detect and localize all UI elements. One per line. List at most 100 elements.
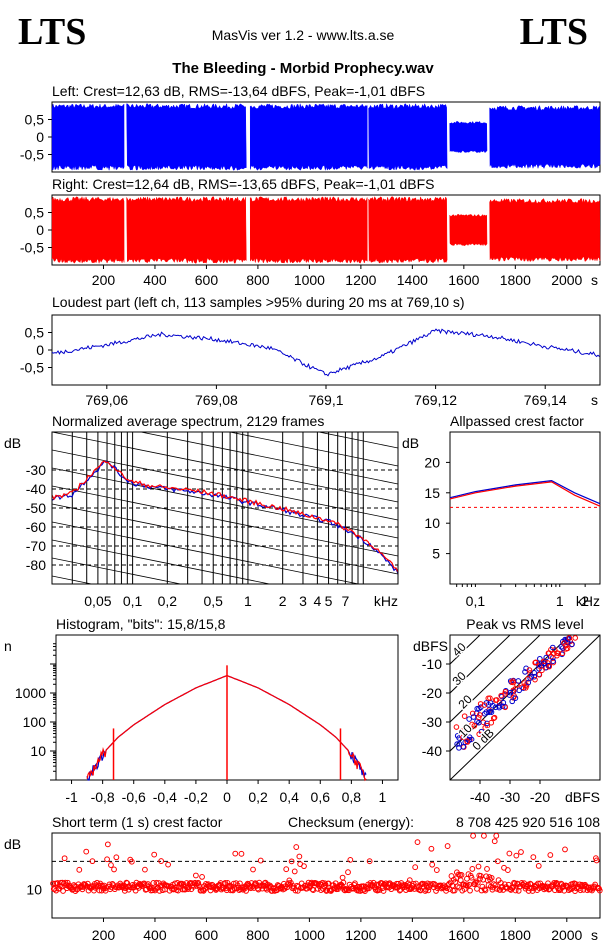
peak-rms-point <box>550 650 557 657</box>
short-crest-point <box>232 850 239 857</box>
short-crest-title: Short term (1 s) crest factor <box>52 814 223 830</box>
spectrum-xtick-label: 4 <box>313 593 321 609</box>
crest-xtick-label: 2 <box>581 593 589 609</box>
short-crest-point <box>396 887 403 894</box>
short-crest-xunit: s <box>591 927 598 943</box>
peak-rms-xtick-label: -30 <box>500 789 520 805</box>
short-crest-point <box>443 885 450 892</box>
right-waveform-xtick-label: 800 <box>246 272 270 288</box>
logo-left: LTS <box>18 11 86 53</box>
left-waveform-ytick-label: -0,5 <box>20 147 44 163</box>
short-crest-point <box>291 868 298 875</box>
peak-rms-point <box>565 635 572 642</box>
peak-rms-point <box>549 644 556 651</box>
spectrum-xtick-label: 0,2 <box>158 593 178 609</box>
right-waveform-segment <box>126 196 247 265</box>
short-crest-point <box>501 881 508 888</box>
peak-rms-xtick-label: -40 <box>470 789 490 805</box>
peak-rms-point <box>492 697 499 703</box>
short-crest-xtick-label: 2000 <box>551 927 582 943</box>
short-crest-point <box>547 852 554 858</box>
short-crest-point <box>111 866 117 873</box>
right-waveform-xunit: s <box>591 272 598 288</box>
spectrum-slope <box>52 630 398 700</box>
short-crest-point <box>222 880 229 886</box>
loudest-part-xtick-label: 769,1 <box>308 392 343 408</box>
histogram-xtick-label: 0,2 <box>248 789 268 805</box>
peak-rms-point <box>545 663 552 669</box>
spectrum-slope <box>52 432 398 503</box>
loudest-part-xtick-label: 769,08 <box>195 392 238 408</box>
short-crest-point <box>309 886 316 893</box>
peak-rms-point <box>543 654 550 661</box>
short-crest-xtick-label: 800 <box>246 927 270 943</box>
spectrum-xtick-label: 0,5 <box>203 593 223 609</box>
short-crest-point <box>484 866 490 872</box>
peak-rms-diagonal-label: 30 <box>449 669 469 689</box>
histogram-xtick-label: -0,2 <box>184 789 208 805</box>
short-crest-point <box>477 875 483 882</box>
peak-rms-point <box>471 722 478 729</box>
histogram-xtick-label: 0 <box>223 789 231 805</box>
short-crest-point <box>340 879 347 886</box>
peak-rms-diagonal <box>450 635 541 723</box>
histogram-ylabel: n <box>4 638 12 654</box>
right-waveform-xtick-label: 1400 <box>397 272 428 288</box>
loudest-part-xtick-label: 769,14 <box>524 392 567 408</box>
short-crest-point <box>454 883 461 890</box>
short-crest-point <box>478 887 485 894</box>
left-waveform-ytick-label: 0 <box>36 129 44 145</box>
peak-rms-point <box>512 695 519 701</box>
short-crest-point <box>513 852 520 859</box>
spectrum-frame <box>51 431 399 585</box>
spectrum-slope <box>138 432 398 485</box>
crest-series-line <box>449 481 601 507</box>
spectrum-slope <box>52 648 398 718</box>
short-crest-point <box>345 869 351 876</box>
short-crest-point <box>94 879 100 886</box>
short-crest-points <box>50 832 603 894</box>
short-crest-point <box>380 888 387 894</box>
short-crest-ylabel: dB <box>4 836 21 852</box>
short-crest-point <box>243 888 249 894</box>
spectrum-xtick-label: 7 <box>342 593 350 609</box>
peak-rms-point <box>532 676 538 683</box>
loudest-part-line <box>51 328 600 377</box>
peak-rms-xtick-label: -20 <box>530 789 550 805</box>
peak-rms-point <box>499 703 506 710</box>
short-crest-point <box>83 848 90 855</box>
short-crest-point <box>429 861 436 868</box>
short-crest-xtick-label: 1400 <box>397 927 428 943</box>
short-crest-point <box>257 857 264 864</box>
short-crest-point <box>412 864 419 871</box>
spectrum-ytick-label: -60 <box>26 519 46 535</box>
spectrum-slope <box>52 449 398 521</box>
right-waveform-xtick-label: 400 <box>143 272 167 288</box>
short-crest-point <box>193 882 200 889</box>
peak-rms-point <box>453 724 460 730</box>
loudest-part-ytick-label: 0,5 <box>25 325 45 341</box>
peak-rms-point <box>537 655 543 662</box>
peak-rms-diagonal <box>450 635 511 694</box>
spectrum-ytick-label: -30 <box>26 462 46 478</box>
short-crest-point <box>149 887 156 894</box>
short-crest-point <box>474 879 481 886</box>
short-crest-ytick-label: 10 <box>26 882 42 898</box>
right-waveform-xtick-label: 1200 <box>345 272 376 288</box>
short-crest-point <box>192 879 199 886</box>
spectrum-xtick-label: 1 <box>244 593 252 609</box>
peak-rms-point <box>469 710 476 717</box>
spectrum-grid <box>52 432 398 718</box>
peak-rms-point <box>475 714 482 721</box>
peak-rms-point <box>507 689 514 696</box>
short-crest-point <box>506 850 513 857</box>
crest-xunit: kHz <box>576 593 600 609</box>
spectrum-xtick-label: 5 <box>325 593 333 609</box>
spectrum-xtick-label: 2 <box>279 593 287 609</box>
short-crest-point <box>207 887 214 894</box>
short-crest-point <box>156 887 163 894</box>
left-waveform-segment <box>51 103 125 171</box>
peak-rms-point <box>536 663 543 669</box>
logo-right: LTS <box>520 11 588 53</box>
